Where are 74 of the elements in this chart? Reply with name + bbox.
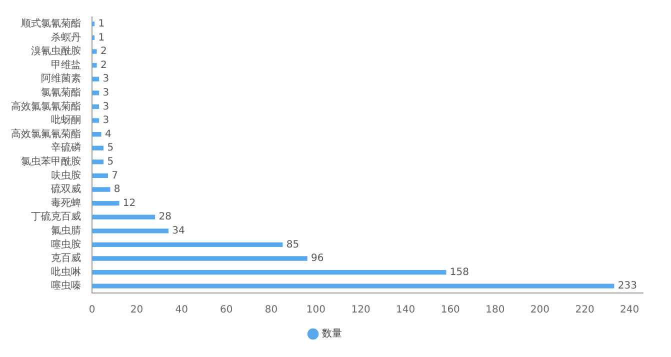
x-tick-label: 0 bbox=[88, 304, 96, 316]
y-tick-label: 氟虫腈 bbox=[51, 224, 81, 236]
bar bbox=[92, 242, 283, 248]
y-tick-label: 呋虫胺 bbox=[51, 169, 81, 182]
y-tick-label: 噻虫嗪 bbox=[51, 280, 81, 292]
bar bbox=[92, 270, 446, 275]
bar bbox=[92, 187, 110, 192]
data-label: 85 bbox=[286, 239, 300, 250]
x-tick-label: 20 bbox=[130, 304, 144, 316]
data-label: 3 bbox=[102, 115, 110, 126]
bar bbox=[92, 49, 97, 54]
x-tick-label: 60 bbox=[220, 304, 233, 316]
data-label: 5 bbox=[107, 142, 114, 154]
data-label: 3 bbox=[102, 87, 110, 98]
data-label: 2 bbox=[100, 60, 107, 71]
data-label: 233 bbox=[618, 280, 637, 292]
data-label: 28 bbox=[158, 212, 172, 223]
y-tick-label: 顺式氯氰菊酯 bbox=[21, 17, 81, 30]
x-tick-label: 200 bbox=[530, 304, 550, 316]
x-tick-label: 240 bbox=[620, 304, 640, 316]
x-tick-label: 140 bbox=[396, 304, 416, 316]
y-tick-label: 毒死蜱 bbox=[51, 196, 81, 209]
data-label: 3 bbox=[102, 101, 110, 112]
bar bbox=[92, 173, 108, 178]
data-label: 8 bbox=[114, 184, 120, 196]
bar bbox=[92, 214, 156, 220]
bar bbox=[92, 76, 100, 82]
data-label: 5 bbox=[107, 156, 114, 168]
y-tick-label: 吡虫啉 bbox=[51, 266, 81, 278]
x-tick-label: 220 bbox=[575, 304, 594, 316]
x-tick-label: 80 bbox=[264, 304, 278, 316]
bar bbox=[92, 160, 104, 164]
bar bbox=[92, 284, 614, 288]
bar bbox=[92, 256, 308, 261]
legend-label: 数量 bbox=[322, 328, 342, 340]
y-tick-label: 氯氰菊酯 bbox=[41, 86, 81, 98]
y-tick-label: 氯虫苯甲酰胺 bbox=[21, 155, 81, 168]
y-tick-label: 噻虫胺 bbox=[51, 238, 81, 250]
y-tick-label: 阿维菌素 bbox=[41, 72, 81, 85]
y-tick-label: 辛硫磷 bbox=[51, 142, 81, 154]
data-label: 4 bbox=[104, 128, 112, 140]
y-tick-label: 吡蚜酮 bbox=[51, 114, 81, 126]
bar bbox=[92, 228, 168, 234]
data-label: 1 bbox=[98, 18, 105, 30]
y-tick-label: 高效氯氟氰菊酯 bbox=[11, 128, 81, 140]
x-tick-label: 40 bbox=[175, 304, 188, 316]
data-label: 1 bbox=[98, 32, 105, 44]
y-tick-label: 克百威 bbox=[51, 252, 81, 264]
y-tick-label: 溴氰虫酰胺 bbox=[31, 45, 81, 58]
data-label: 158 bbox=[450, 266, 469, 278]
bar bbox=[92, 35, 95, 40]
y-tick-label: 甲维盐 bbox=[51, 58, 81, 71]
bar bbox=[92, 104, 100, 110]
bar bbox=[92, 146, 104, 150]
bar bbox=[92, 132, 102, 137]
bar bbox=[92, 22, 95, 26]
data-label: 34 bbox=[172, 225, 185, 236]
bar bbox=[92, 200, 120, 206]
bar bbox=[92, 90, 100, 96]
data-label: 2 bbox=[100, 46, 107, 58]
y-tick-label: 硫双威 bbox=[51, 183, 81, 196]
x-tick-label: 120 bbox=[351, 304, 370, 316]
bar bbox=[92, 118, 100, 123]
y-tick-label: 丁硫克百威 bbox=[31, 210, 81, 223]
x-tick-label: 160 bbox=[440, 304, 460, 316]
data-label: 7 bbox=[112, 170, 118, 182]
y-tick-label: 杀螟丹 bbox=[51, 31, 81, 44]
y-tick-label: 高效氟氯氰菊酯 bbox=[11, 100, 81, 112]
data-label: 96 bbox=[311, 253, 324, 264]
x-tick-label: 100 bbox=[306, 304, 326, 316]
bar bbox=[92, 62, 97, 68]
x-tick-label: 180 bbox=[486, 304, 505, 316]
data-label: 12 bbox=[122, 198, 136, 209]
data-label: 3 bbox=[102, 74, 110, 85]
